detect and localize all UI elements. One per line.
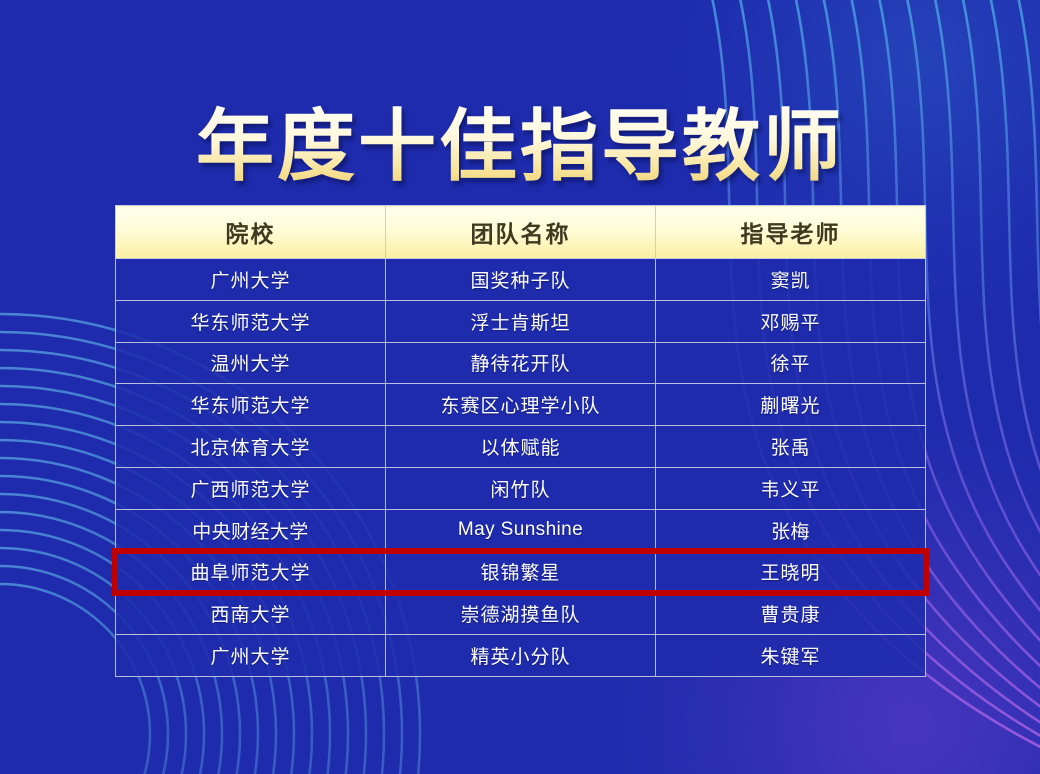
cell-teacher: 张梅: [655, 508, 926, 552]
award-table: 院校 团队名称 指导老师 广州大学 国奖种子队 窦凯 华东师范大学 浮士肯斯坦 邓赐平 温州…: [115, 205, 926, 677]
table-row: 中央财经大学 May Sunshine 张梅: [115, 508, 926, 552]
cell-school: 温州大学: [115, 341, 386, 385]
title-container: 年度十佳指导教师: [0, 52, 1040, 241]
table-row: 曲阜师范大学 银锦繁星 王晓明: [115, 550, 926, 594]
cell-school: 西南大学: [115, 592, 386, 636]
table-row: 华东师范大学 东赛区心理学小队 蒯曙光: [115, 383, 926, 427]
cell-teacher: 邓赐平: [655, 299, 926, 343]
table-row: 温州大学 静待花开队 徐平: [115, 341, 926, 385]
cell-school: 华东师范大学: [115, 299, 386, 343]
column-header-team: 团队名称: [385, 205, 656, 259]
table-body: 广州大学 国奖种子队 窦凯 华东师范大学 浮士肯斯坦 邓赐平 温州大学 静待花开队 徐平 华东师范…: [115, 258, 926, 677]
cell-teacher: 张禹: [655, 425, 926, 468]
cell-teacher: 朱键军: [655, 634, 926, 677]
column-header-school: 院校: [115, 205, 386, 259]
table-row: 华东师范大学 浮士肯斯坦 邓赐平: [115, 299, 926, 343]
table-row: 北京体育大学 以体赋能 张禹: [115, 425, 926, 468]
cell-school: 广州大学: [115, 634, 386, 677]
cell-teacher: 曹贵康: [655, 592, 926, 636]
cell-team: 银锦繁星: [385, 550, 656, 594]
page-title: 年度十佳指导教师: [195, 102, 844, 191]
column-header-teacher: 指导老师: [655, 205, 926, 259]
cell-teacher: 窦凯: [655, 258, 926, 301]
cell-team: 东赛区心理学小队: [385, 383, 656, 427]
cell-teacher: 蒯曙光: [655, 383, 926, 427]
cell-school: 华东师范大学: [115, 383, 386, 427]
cell-team: 崇德湖摸鱼队: [385, 592, 656, 636]
cell-team: 浮士肯斯坦: [385, 299, 656, 343]
table-header: 院校 团队名称 指导老师: [115, 205, 926, 259]
table-row: 广州大学 国奖种子队 窦凯: [115, 258, 926, 301]
cell-school: 广西师范大学: [115, 466, 386, 510]
cell-school: 中央财经大学: [115, 508, 386, 552]
cell-team: May Sunshine: [385, 508, 656, 552]
cell-teacher: 徐平: [655, 341, 926, 385]
cell-school: 北京体育大学: [115, 425, 386, 468]
cell-team: 静待花开队: [385, 341, 656, 385]
cell-team: 国奖种子队: [385, 258, 656, 301]
cell-team: 闲竹队: [385, 466, 656, 510]
cell-team: 精英小分队: [385, 634, 656, 677]
cell-team: 以体赋能: [385, 425, 656, 468]
cell-school: 广州大学: [115, 258, 386, 301]
table-row: 西南大学 崇德湖摸鱼队 曹贵康: [115, 592, 926, 636]
table-row: 广西师范大学 闲竹队 韦义平: [115, 466, 926, 510]
cell-teacher: 韦义平: [655, 466, 926, 510]
cell-school: 曲阜师范大学: [115, 550, 386, 594]
table-row: 广州大学 精英小分队 朱键军: [115, 634, 926, 677]
table-header-row: 院校 团队名称 指导老师: [115, 205, 926, 259]
cell-teacher: 王晓明: [655, 550, 926, 594]
